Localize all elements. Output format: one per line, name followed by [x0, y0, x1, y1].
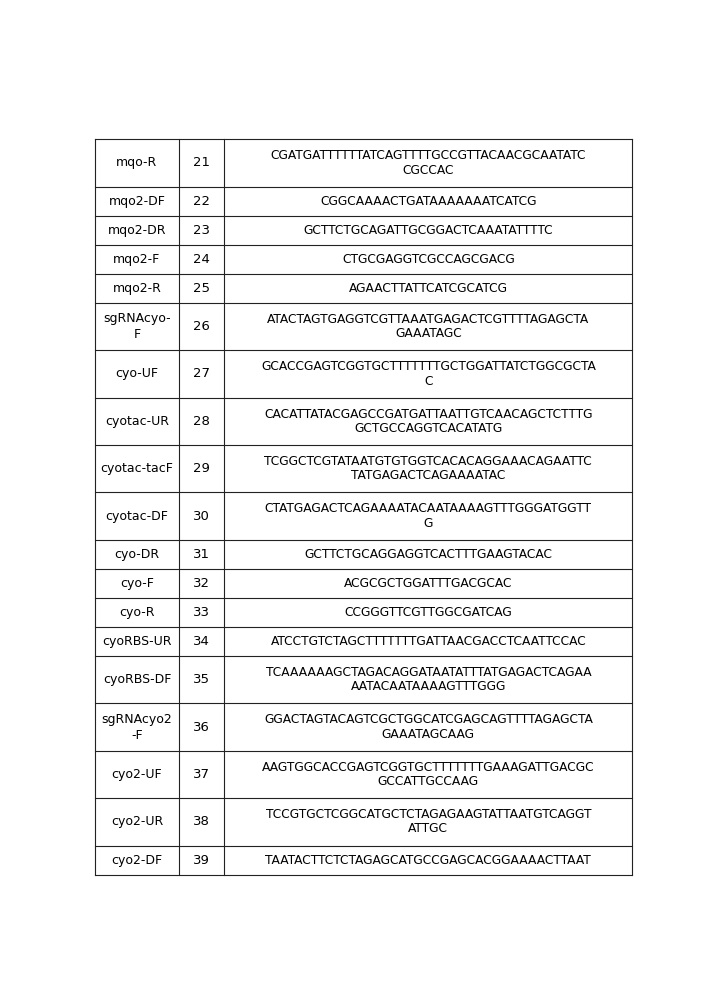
- Text: cyo-UF: cyo-UF: [116, 367, 158, 380]
- Text: AATACAATAAAAGTTTGGG: AATACAATAAAAGTTTGGG: [351, 680, 506, 693]
- Text: TATGAGACTCAGAAAATAC: TATGAGACTCAGAAAATAC: [351, 469, 506, 482]
- Text: 31: 31: [193, 548, 210, 561]
- Text: 36: 36: [193, 721, 210, 734]
- Text: 24: 24: [193, 253, 210, 266]
- Text: 25: 25: [193, 282, 210, 295]
- Text: TCGGCTCGTATAATGTGTGGTCACACAGGAAACAGAATTC: TCGGCTCGTATAATGTGTGGTCACACAGGAAACAGAATTC: [264, 455, 592, 468]
- Text: 35: 35: [193, 673, 210, 686]
- Text: GAAATAGC: GAAATAGC: [395, 327, 462, 340]
- Text: 28: 28: [193, 415, 210, 428]
- Text: 22: 22: [193, 195, 210, 208]
- Text: GCTGCCAGGTCACATATG: GCTGCCAGGTCACATATG: [354, 422, 503, 435]
- Text: GCTTCTGCAGGAGGTCACTTTGAAGTACAC: GCTTCTGCAGGAGGTCACTTTGAAGTACAC: [305, 548, 552, 561]
- Text: GCCATTGCCAAG: GCCATTGCCAAG: [378, 775, 479, 788]
- Text: 27: 27: [193, 367, 210, 380]
- Text: ACGCGCTGGATTTGACGCAC: ACGCGCTGGATTTGACGCAC: [344, 577, 513, 590]
- Text: CCGGGTTCGTTGGCGATCAG: CCGGGTTCGTTGGCGATCAG: [344, 606, 512, 619]
- Text: TCCGTGCTCGGCATGCTCTAGAGAAGTATTAATGTCAGGT: TCCGTGCTCGGCATGCTCTAGAGAAGTATTAATGTCAGGT: [266, 808, 591, 821]
- Text: 30: 30: [193, 510, 210, 523]
- Text: 32: 32: [193, 577, 210, 590]
- Text: mqo2-DF: mqo2-DF: [109, 195, 165, 208]
- Text: mqo2-DR: mqo2-DR: [108, 224, 166, 237]
- Text: ATACTAGTGAGGTCGTTAAATGAGACTCGTTTTAGAGCTA: ATACTAGTGAGGTCGTTAAATGAGACTCGTTTTAGAGCTA: [267, 313, 589, 326]
- Text: CGGCAAAACTGATAAAAAAATCATCG: CGGCAAAACTGATAAAAAAATCATCG: [320, 195, 537, 208]
- Text: cyo2-DF: cyo2-DF: [111, 854, 163, 867]
- Text: cyoRBS-DF: cyoRBS-DF: [103, 673, 171, 686]
- Text: 29: 29: [193, 462, 210, 475]
- Text: G: G: [424, 517, 433, 530]
- Text: sgRNAcyo-
F: sgRNAcyo- F: [103, 312, 171, 341]
- Text: ATTGC: ATTGC: [408, 822, 448, 835]
- Text: GGACTAGTACAGTCGCTGGCATCGAGCAGTTTTAGAGCTA: GGACTAGTACAGTCGCTGGCATCGAGCAGTTTTAGAGCTA: [264, 713, 593, 726]
- Text: AGAACTTATTCATCGCATCG: AGAACTTATTCATCGCATCG: [349, 282, 508, 295]
- Text: CGCCAC: CGCCAC: [403, 164, 454, 177]
- Text: cyo2-UF: cyo2-UF: [111, 768, 163, 781]
- Text: cyo-R: cyo-R: [119, 606, 155, 619]
- Text: CGATGATTTTTTATCAGTTTTGCCGTTACAACGCAATATC: CGATGATTTTTTATCAGTTTTGCCGTTACAACGCAATATC: [271, 149, 586, 162]
- Text: TAATACTTCTCTAGAGCATGCCGAGCACGGAAAACTTAAT: TAATACTTCTCTAGAGCATGCCGAGCACGGAAAACTTAAT: [266, 854, 591, 867]
- Text: GCACCGAGTCGGTGCTTTTTTTGCTGGATTATCTGGCGCTA: GCACCGAGTCGGTGCTTTTTTTGCTGGATTATCTGGCGCT…: [261, 360, 596, 373]
- Text: mqo2-F: mqo2-F: [114, 253, 160, 266]
- Text: 37: 37: [193, 768, 210, 781]
- Text: cyoRBS-UR: cyoRBS-UR: [102, 635, 172, 648]
- Text: 34: 34: [193, 635, 210, 648]
- Text: 21: 21: [193, 156, 210, 169]
- Text: GCTTCTGCAGATTGCGGACTCAAATATTTTC: GCTTCTGCAGATTGCGGACTCAAATATTTTC: [303, 224, 553, 237]
- Text: AAGTGGCACCGAGTCGGTGCTTTTTTTGAAAGATTGACGC: AAGTGGCACCGAGTCGGTGCTTTTTTTGAAAGATTGACGC: [262, 761, 595, 774]
- Text: CACATTATACGAGCCGATGATTAATTGTCAACAGCTCTTTG: CACATTATACGAGCCGATGATTAATTGTCAACAGCTCTTT…: [264, 408, 593, 421]
- Text: 26: 26: [193, 320, 210, 333]
- Text: 38: 38: [193, 815, 210, 828]
- Text: 33: 33: [193, 606, 210, 619]
- Text: cyo2-UR: cyo2-UR: [111, 815, 163, 828]
- Text: GAAATAGCAAG: GAAATAGCAAG: [382, 728, 475, 741]
- Text: CTGCGAGGTCGCCAGCGACG: CTGCGAGGTCGCCAGCGACG: [342, 253, 515, 266]
- Text: sgRNAcyo2
-F: sgRNAcyo2 -F: [102, 713, 173, 742]
- Text: 23: 23: [193, 224, 210, 237]
- Text: mqo-R: mqo-R: [116, 156, 158, 169]
- Text: cyo-F: cyo-F: [120, 577, 154, 590]
- Text: cyotac-DF: cyotac-DF: [106, 510, 168, 523]
- Text: CTATGAGACTCAGAAAATACAATAAAAGTTTGGGATGGTT: CTATGAGACTCAGAAAATACAATAAAAGTTTGGGATGGTT: [265, 502, 592, 515]
- Text: ATCCTGTCTAGCTTTTTTTGATTAACGACCTCAATTCCAC: ATCCTGTCTAGCTTTTTTTGATTAACGACCTCAATTCCAC: [271, 635, 586, 648]
- Text: TCAAAAAAGCTAGACAGGATAATATTTATGAGACTCAGAA: TCAAAAAAGCTAGACAGGATAATATTTATGAGACTCAGAA: [266, 666, 591, 679]
- Text: C: C: [424, 375, 432, 388]
- Text: cyo-DR: cyo-DR: [114, 548, 160, 561]
- Text: 39: 39: [193, 854, 210, 867]
- Text: cyotac-tacF: cyotac-tacF: [101, 462, 173, 475]
- Text: cyotac-UR: cyotac-UR: [105, 415, 169, 428]
- Text: mqo2-R: mqo2-R: [113, 282, 161, 295]
